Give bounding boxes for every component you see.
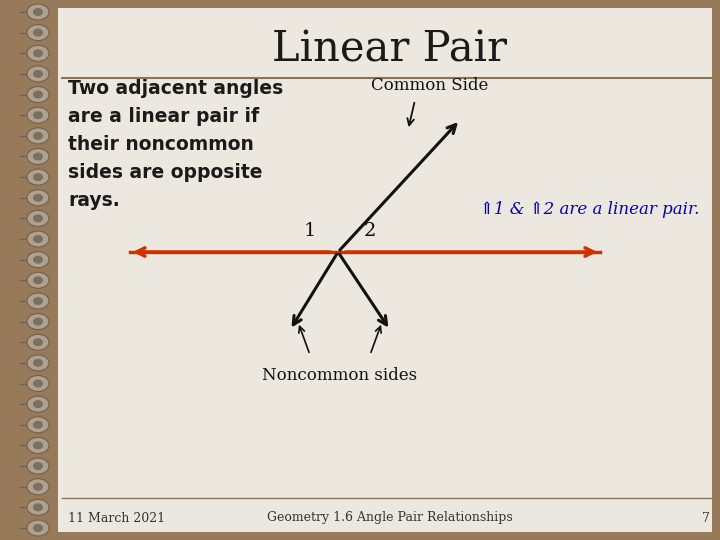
Ellipse shape xyxy=(33,214,43,222)
Ellipse shape xyxy=(33,255,43,264)
Ellipse shape xyxy=(27,86,49,103)
Ellipse shape xyxy=(27,25,49,40)
Ellipse shape xyxy=(27,66,49,82)
Ellipse shape xyxy=(27,148,49,165)
Ellipse shape xyxy=(27,375,49,391)
Text: 1: 1 xyxy=(304,222,316,240)
Ellipse shape xyxy=(33,359,43,367)
Ellipse shape xyxy=(33,29,43,37)
Ellipse shape xyxy=(33,111,43,119)
Ellipse shape xyxy=(33,421,43,429)
Ellipse shape xyxy=(27,479,49,495)
Ellipse shape xyxy=(33,173,43,181)
Ellipse shape xyxy=(27,169,49,185)
Ellipse shape xyxy=(27,45,49,61)
Text: 7: 7 xyxy=(702,511,710,524)
Ellipse shape xyxy=(27,314,49,329)
Ellipse shape xyxy=(27,128,49,144)
Ellipse shape xyxy=(27,355,49,371)
Text: ⇑1 & ⇑2 are a linear pair.: ⇑1 & ⇑2 are a linear pair. xyxy=(480,201,699,219)
Ellipse shape xyxy=(27,190,49,206)
Ellipse shape xyxy=(33,194,43,202)
Ellipse shape xyxy=(33,49,43,57)
Ellipse shape xyxy=(27,293,49,309)
Ellipse shape xyxy=(33,338,43,346)
Ellipse shape xyxy=(33,380,43,388)
Ellipse shape xyxy=(33,91,43,99)
Ellipse shape xyxy=(33,70,43,78)
Text: Two adjacent angles
are a linear pair if
their noncommon
sides are opposite
rays: Two adjacent angles are a linear pair if… xyxy=(68,79,283,211)
Text: Common Side: Common Side xyxy=(372,77,489,93)
Ellipse shape xyxy=(27,520,49,536)
Ellipse shape xyxy=(27,458,49,474)
Ellipse shape xyxy=(27,252,49,268)
Ellipse shape xyxy=(33,132,43,140)
Ellipse shape xyxy=(33,441,43,449)
Ellipse shape xyxy=(33,400,43,408)
Ellipse shape xyxy=(27,211,49,226)
Ellipse shape xyxy=(27,272,49,288)
Text: Geometry 1.6 Angle Pair Relationships: Geometry 1.6 Angle Pair Relationships xyxy=(267,511,513,524)
Ellipse shape xyxy=(27,396,49,412)
Ellipse shape xyxy=(33,483,43,491)
Ellipse shape xyxy=(33,276,43,285)
Text: 11 March 2021: 11 March 2021 xyxy=(68,511,165,524)
Ellipse shape xyxy=(27,437,49,454)
Ellipse shape xyxy=(27,231,49,247)
Ellipse shape xyxy=(33,524,43,532)
Ellipse shape xyxy=(27,417,49,433)
Ellipse shape xyxy=(27,107,49,123)
Text: Linear Pair: Linear Pair xyxy=(272,29,508,71)
Ellipse shape xyxy=(27,500,49,515)
Ellipse shape xyxy=(33,297,43,305)
Text: 2: 2 xyxy=(364,222,376,240)
Ellipse shape xyxy=(27,4,49,20)
Ellipse shape xyxy=(33,8,43,16)
Ellipse shape xyxy=(27,334,49,350)
Ellipse shape xyxy=(33,235,43,243)
Ellipse shape xyxy=(33,318,43,326)
Ellipse shape xyxy=(33,462,43,470)
Ellipse shape xyxy=(33,152,43,160)
Text: Noncommon sides: Noncommon sides xyxy=(262,367,418,383)
Ellipse shape xyxy=(33,503,43,511)
